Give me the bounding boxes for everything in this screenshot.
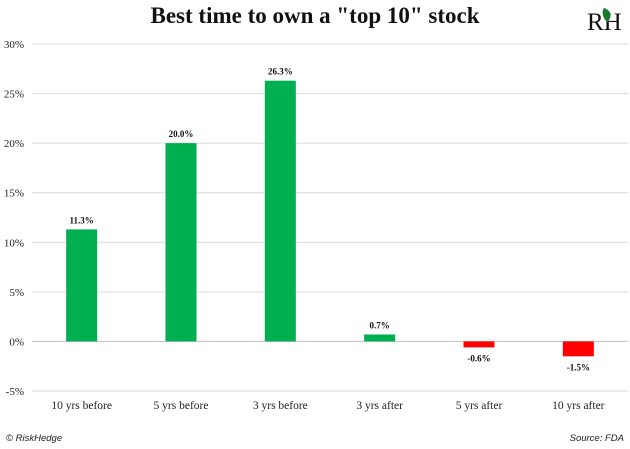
y-axis-tick-labels: -5% 0% 5% 10% 15% 20% 25% 30% [4,39,24,398]
bar [66,229,98,342]
y-tick-label: -5% [6,386,24,398]
x-category-label: 10 yrs after [552,400,605,412]
bar [463,341,495,348]
bars [66,80,594,357]
y-tick-label: 10% [4,237,24,249]
x-category-label: 10 yrs before [51,400,112,412]
y-tick-label: 15% [4,188,24,200]
leaf-icon [602,8,611,22]
data-label: -1.5% [567,362,590,372]
bar [562,341,594,357]
data-labels: 11.3% 20.0% 26.3% 0.7% -0.6% -1.5% [70,67,590,373]
bar [165,143,197,342]
x-category-label: 5 yrs before [154,400,209,412]
bar [364,334,396,342]
x-category-label: 3 yrs before [253,400,308,412]
x-category-label: 5 yrs after [456,400,503,412]
data-label: 20.0% [169,129,194,139]
x-category-label: 3 yrs after [356,400,403,412]
data-label: 26.3% [268,67,293,77]
chart-title: Best time to own a "top 10" stock [151,3,480,28]
data-label: 0.7% [370,320,390,330]
footer-copyright: © RiskHedge [6,433,62,444]
data-label: 11.3% [70,215,94,225]
x-axis-category-labels: 10 yrs before 5 yrs before 3 yrs before 3 y… [51,400,604,412]
y-tick-label: 25% [4,89,24,101]
y-tick-label: 20% [4,138,24,150]
gridlines [32,43,628,392]
data-label: -0.6% [467,353,490,363]
y-tick-label: 5% [9,287,24,299]
bar [264,80,296,342]
footer-source: Source: FDA [570,433,624,444]
riskhedge-logo: RH [587,8,622,36]
y-tick-label: 0% [9,336,24,348]
y-tick-label: 30% [4,39,24,51]
